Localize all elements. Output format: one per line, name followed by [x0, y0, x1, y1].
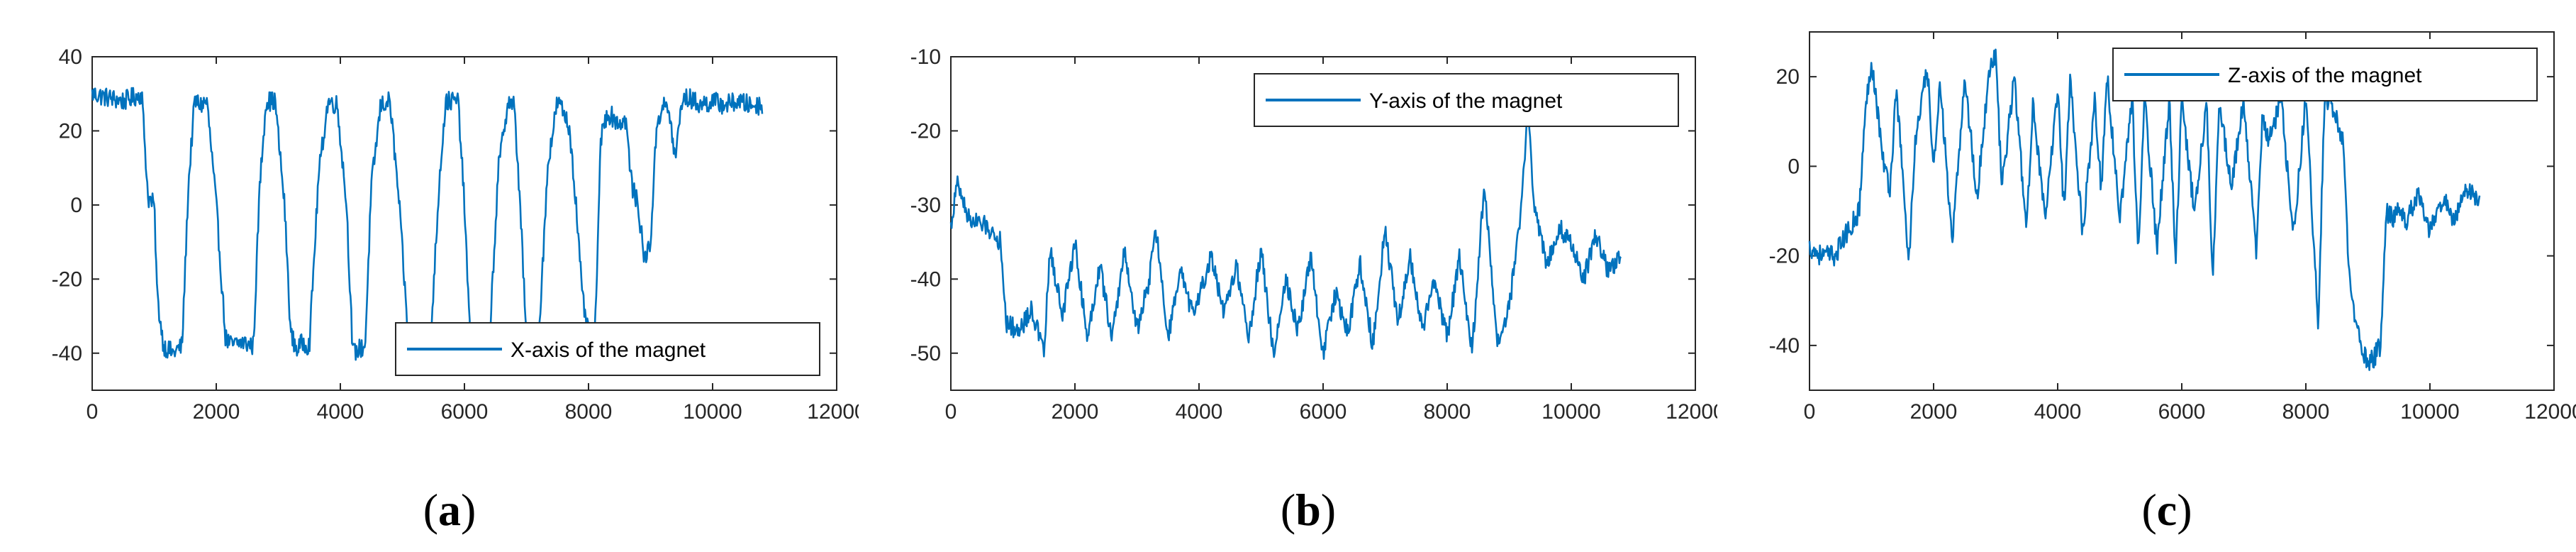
x-tick-label: 4000	[1176, 400, 1223, 424]
x-tick-label: 6000	[441, 400, 489, 424]
y-tick-label: -10	[910, 45, 941, 69]
legend-label: Y-axis of the magnet	[1369, 89, 1563, 113]
caption-c-letter: c	[2157, 485, 2177, 535]
x-tick-label: 2000	[1910, 400, 1958, 424]
plot-area-a: 0 2000 4000 6000 8000 10000 12000 40 20 0 -20 -40 X-…	[52, 45, 859, 424]
caption-c: (c)	[2141, 485, 2192, 535]
plot-area-c: 0 2000 4000 6000 8000 10000 12000 20 0 -20 -40 Z-ax…	[1769, 31, 2576, 424]
y-tick-label: -50	[910, 342, 941, 365]
legend-b: Y-axis of the magnet	[1254, 73, 1679, 127]
x-tick-label: 12000	[1666, 400, 1717, 424]
y-tick-label: 40	[59, 45, 82, 69]
y-tick-label: -20	[910, 119, 941, 143]
x-tick-label: 6000	[2158, 400, 2206, 424]
y-tick-label: -30	[910, 194, 941, 217]
y-tick-label: -20	[52, 267, 82, 291]
x-tick-label: 8000	[2282, 400, 2330, 424]
x-tick-label: 12000	[2524, 400, 2576, 424]
x-tick-label: 4000	[2034, 400, 2082, 424]
caption-a-letter: a	[438, 485, 461, 535]
x-tick-label: 12000	[807, 400, 859, 424]
y-tick-label: -20	[1769, 245, 1800, 268]
x-tick-label: 8000	[1424, 400, 1471, 424]
y-tick-label: 20	[59, 119, 82, 143]
legend-a: X-axis of the magnet	[395, 322, 820, 376]
caption-b-letter: b	[1295, 485, 1321, 535]
legend-c: Z-axis of the magnet	[2112, 48, 2538, 101]
y-tick-label: 20	[1776, 65, 1800, 89]
legend-label: Z-axis of the magnet	[2228, 64, 2422, 87]
x-tick-label: 2000	[1052, 400, 1099, 424]
x-tick-label: 10000	[1541, 400, 1600, 424]
x-tick-label: 10000	[2400, 400, 2459, 424]
plot-area-b: 0 2000 4000 6000 8000 10000 12000 -10 -20 -30 -40 -…	[910, 45, 1717, 424]
chart-panel-b: 0 2000 4000 6000 8000 10000 12000 -10 -20 -30 -40 -…	[859, 0, 1717, 552]
x-tick-label: 10000	[683, 400, 742, 424]
chart-svg-b: 0 2000 4000 6000 8000 10000 12000 -10 -20 -30 -40 -…	[910, 45, 1717, 535]
y-tick-label: 0	[70, 194, 82, 217]
y-tick-label: 0	[1788, 155, 1800, 178]
x-tick-label: 0	[945, 400, 957, 424]
legend-label: X-axis of the magnet	[511, 338, 706, 362]
chart-panel-a: 0 2000 4000 6000 8000 10000 12000 40 20 0 -20 -40 X-…	[0, 0, 859, 552]
x-tick-label: 4000	[317, 400, 364, 424]
y-tick-label: -40	[52, 342, 82, 365]
caption-a: (a)	[423, 485, 476, 535]
y-tick-label: -40	[1769, 334, 1800, 358]
x-tick-label: 0	[87, 400, 99, 424]
x-tick-label: 8000	[565, 400, 613, 424]
chart-svg-a: 0 2000 4000 6000 8000 10000 12000 40 20 0 -20 -40 X-…	[52, 45, 859, 535]
chart-panel-c: 0 2000 4000 6000 8000 10000 12000 20 0 -20 -40 Z-ax…	[1717, 0, 2576, 552]
series-line-b	[949, 101, 1622, 360]
caption-b: (b)	[1281, 485, 1336, 535]
x-tick-label: 0	[1804, 400, 1816, 424]
x-tick-label: 6000	[1300, 400, 1347, 424]
chart-svg-c: 0 2000 4000 6000 8000 10000 12000 20 0 -20 -40 Z-ax…	[1769, 31, 2576, 535]
x-tick-label: 2000	[193, 400, 240, 424]
y-tick-label: -40	[910, 267, 941, 291]
